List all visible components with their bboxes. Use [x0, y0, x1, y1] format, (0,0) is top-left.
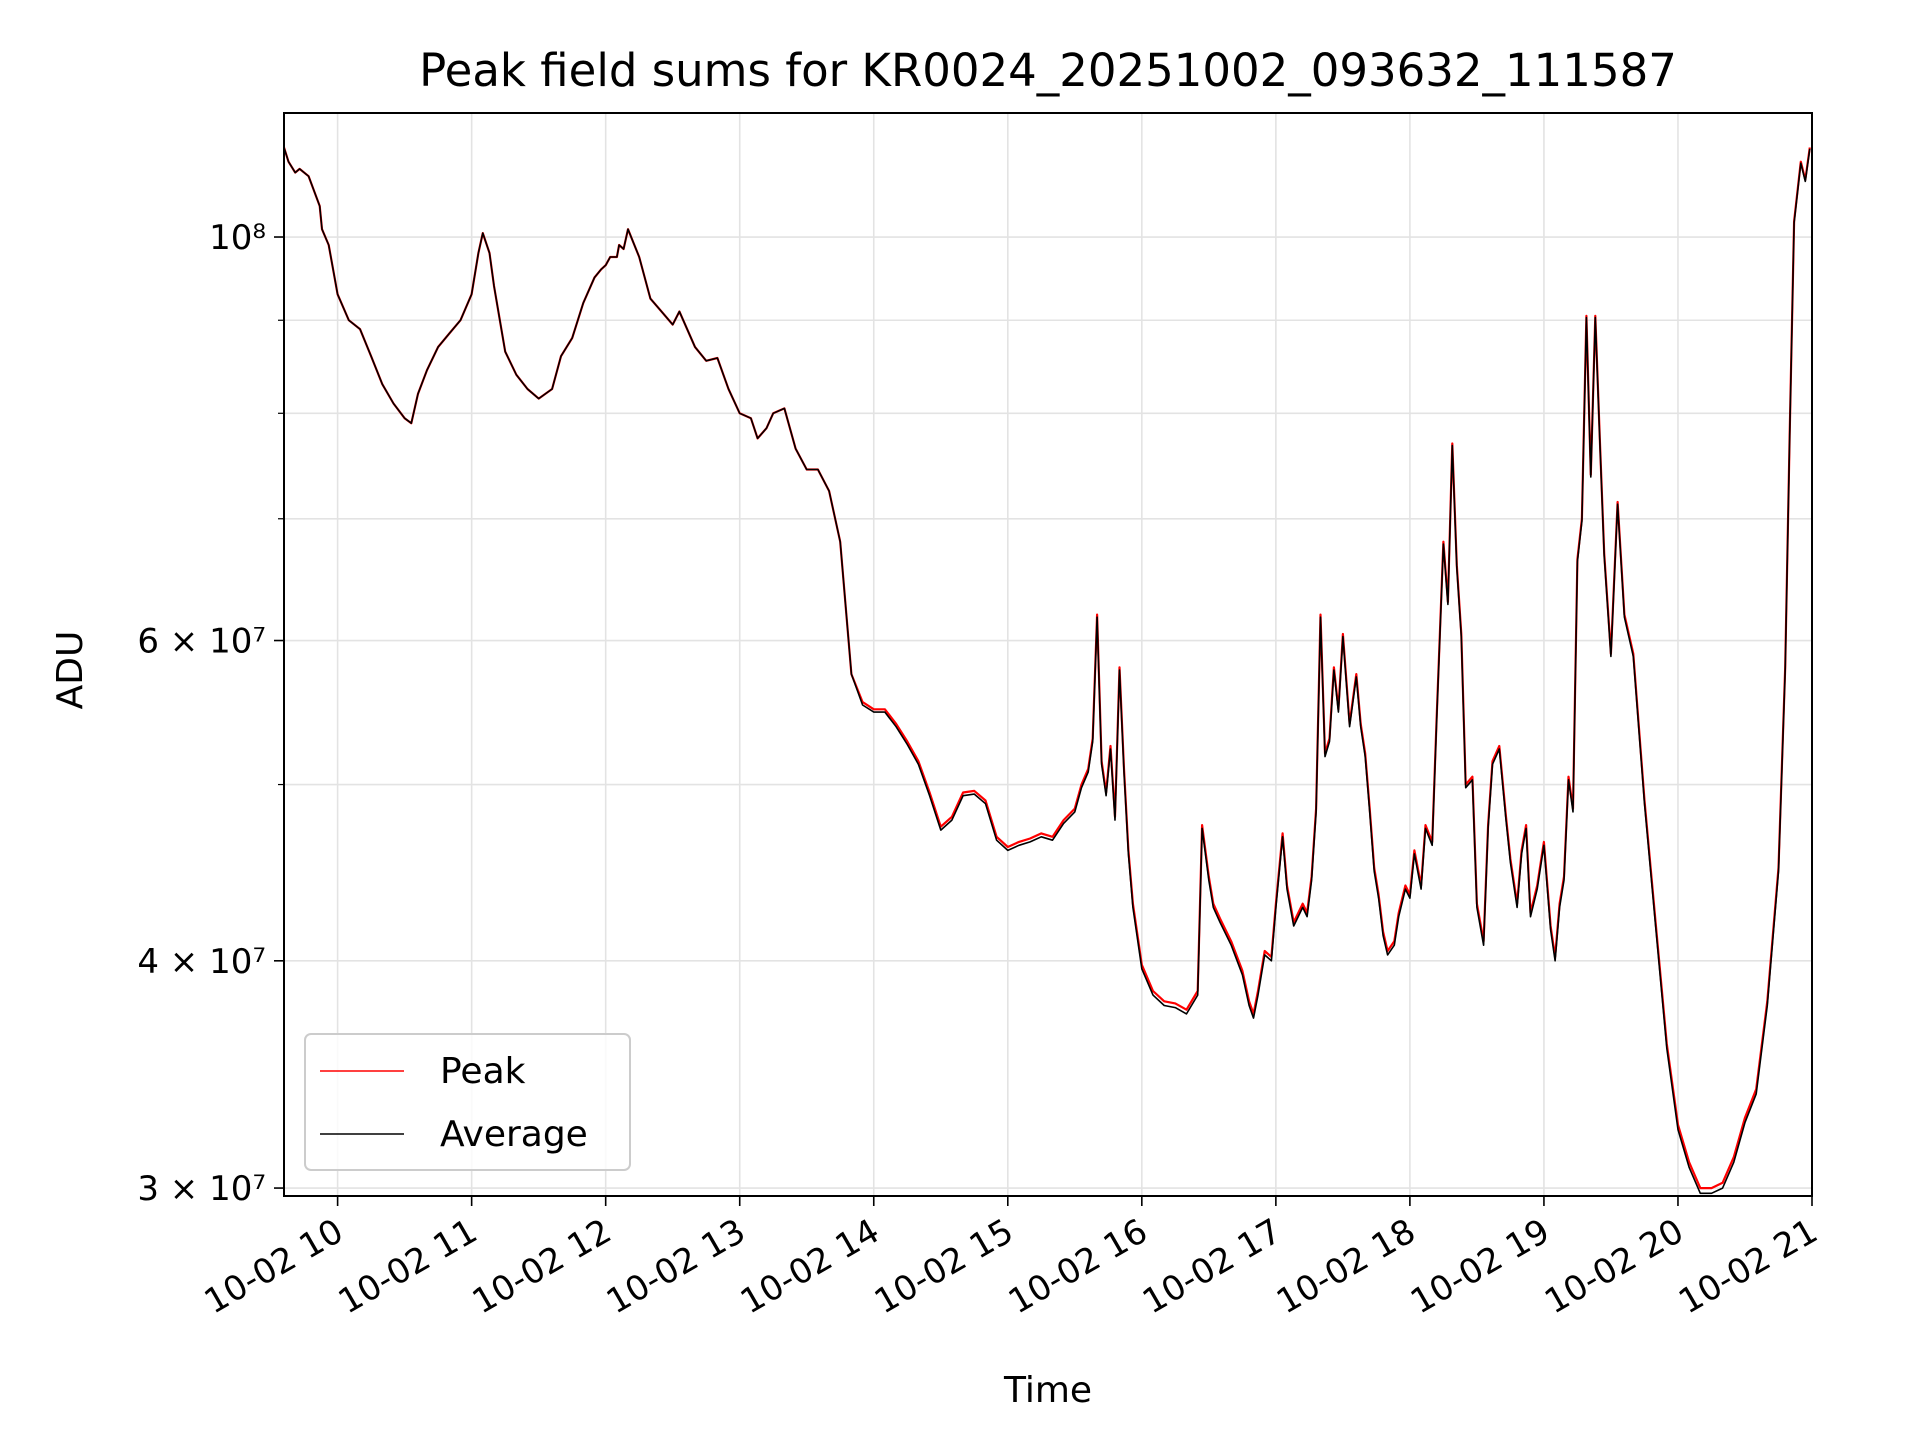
y-tick-label: 4 × 10⁷ [137, 942, 266, 982]
y-axis: 3 × 10⁷ 4 × 10⁷ 6 × 10⁷ 10⁸ [137, 218, 284, 1209]
legend-label-average: Average [440, 1114, 588, 1155]
chart-title: Peak field sums for KR0024_20251002_0936… [419, 44, 1677, 97]
y-axis-label: ADU [50, 631, 91, 710]
series-layer [282, 147, 1811, 1195]
y-tick-label: 3 × 10⁷ [137, 1169, 266, 1209]
x-axis-label: Time [1003, 1370, 1092, 1411]
legend: Peak Average [304, 1033, 631, 1171]
legend-label-peak: Peak [440, 1051, 526, 1092]
y-tick-label: 6 × 10⁷ [137, 622, 266, 662]
legend-box [304, 1033, 631, 1171]
plot-area-frame [283, 112, 1813, 1197]
series-line-average [283, 147, 1811, 1195]
plot-area-background [284, 113, 1812, 1196]
y-tick-label: 10⁸ [209, 218, 266, 258]
